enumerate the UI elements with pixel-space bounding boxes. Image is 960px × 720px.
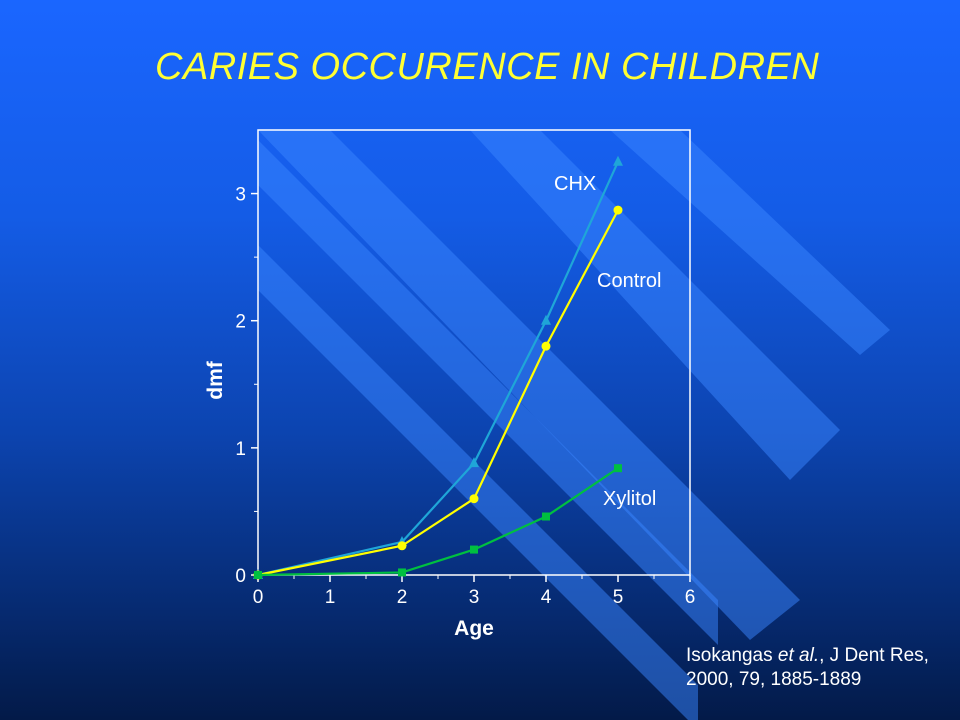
diagonal-band-4 [470,130,840,480]
data-point [614,464,622,473]
citation: Isokangas et al., J Dent Res, 2000, 79, … [686,644,929,692]
data-point [470,545,478,554]
data-point [613,205,623,215]
background-decoration [258,130,890,720]
x-axis-title: Age [454,617,494,640]
series-label-chx: CHX [554,173,596,195]
x-tick-label: 0 [253,587,264,608]
data-point [541,314,551,325]
y-tick-label: 3 [235,185,246,206]
citation-authors: Isokangas [686,645,773,666]
citation-line-2: 2000, 79, 1885-1889 [686,669,862,690]
data-point [541,341,551,351]
citation-journal: , J Dent Res, [819,645,929,666]
x-tick-label: 6 [685,587,696,608]
slide-title: CARIES OCCURENCE IN CHILDREN [155,46,820,88]
diagonal-band-3 [258,130,800,640]
x-tick-label: 2 [397,587,408,608]
data-point [398,568,406,577]
series-label-control: Control [597,270,661,292]
plot-area: 0 1 2 3 4 5 6 0 1 2 3 Age dmf CHX Control Xylitol [204,129,696,640]
data-point [469,457,479,468]
diagonal-band-5 [610,130,890,355]
y-tick-label: 1 [235,439,246,460]
series-label-xylitol: Xylitol [603,488,656,510]
y-axis-title: dmf [204,360,227,400]
citation-line-1: Isokangas et al., J Dent Res, [686,644,929,668]
data-point [469,494,479,504]
data-point [397,541,407,551]
diagonal-band-1 [258,245,698,720]
x-tick-label: 3 [469,587,480,608]
citation-et-al: et al. [777,645,820,666]
y-tick-label: 0 [235,566,246,587]
data-point [542,512,550,521]
data-point [254,571,262,579]
x-tick-label: 1 [325,587,336,608]
x-tick-label: 5 [613,587,624,608]
y-tick-label: 2 [235,312,246,333]
data-point [613,155,623,166]
diagonal-band-2 [258,140,718,645]
x-tick-label: 4 [541,587,552,608]
